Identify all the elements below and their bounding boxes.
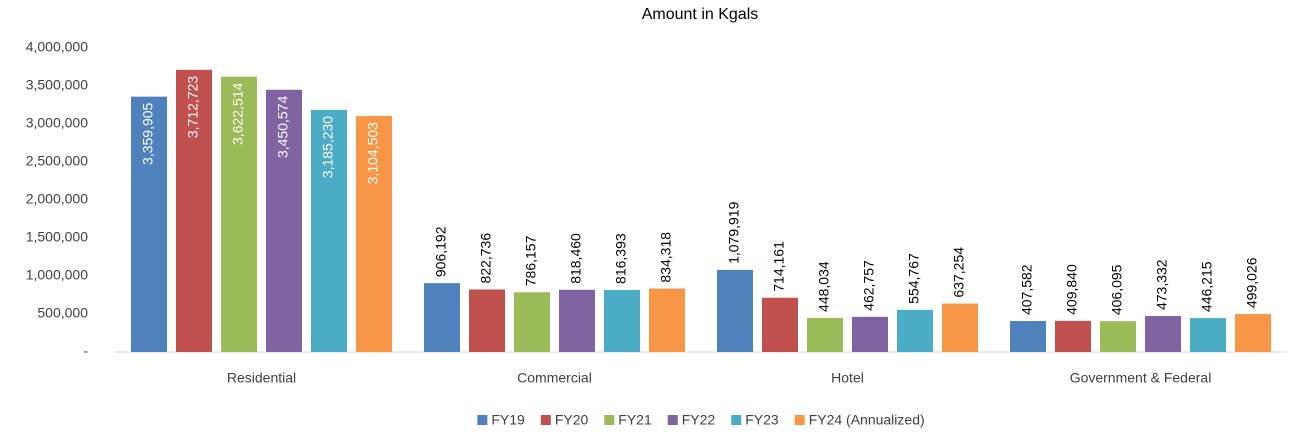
data-label: 786,157 bbox=[523, 235, 539, 286]
data-label: 906,192 bbox=[433, 226, 449, 277]
bar bbox=[1010, 321, 1046, 352]
chart-title: Amount in Kgals bbox=[642, 6, 759, 23]
y-tick-label: - bbox=[83, 343, 88, 359]
data-label: 409,840 bbox=[1064, 264, 1080, 315]
x-tick-label: Hotel bbox=[831, 370, 864, 386]
y-tick-label: 1,500,000 bbox=[26, 229, 88, 245]
x-tick-label: Commercial bbox=[517, 370, 592, 386]
data-label: 818,460 bbox=[568, 233, 584, 284]
data-label: 473,332 bbox=[1154, 259, 1170, 310]
bar bbox=[1145, 316, 1181, 352]
bar bbox=[559, 289, 595, 352]
bar bbox=[131, 96, 167, 352]
data-label: 554,767 bbox=[906, 253, 922, 304]
data-label: 462,757 bbox=[861, 260, 877, 311]
data-label: 3,359,905 bbox=[140, 102, 156, 164]
bar bbox=[897, 309, 933, 352]
data-label: 637,254 bbox=[951, 247, 967, 298]
legend-swatch bbox=[731, 415, 742, 425]
bar bbox=[852, 316, 888, 352]
bar bbox=[469, 289, 505, 352]
y-tick-label: 500,000 bbox=[37, 305, 88, 321]
bar bbox=[942, 303, 978, 352]
y-tick-label: 3,000,000 bbox=[26, 115, 88, 131]
y-tick-label: 2,500,000 bbox=[26, 153, 88, 169]
bar bbox=[514, 292, 550, 352]
y-tick-label: 2,000,000 bbox=[26, 191, 88, 207]
data-label: 406,095 bbox=[1109, 264, 1125, 315]
data-label: 448,034 bbox=[816, 261, 832, 312]
data-label: 3,185,230 bbox=[320, 116, 336, 178]
bar bbox=[1055, 320, 1091, 352]
data-label: 816,393 bbox=[613, 233, 629, 284]
data-label: 714,161 bbox=[771, 241, 787, 292]
bar bbox=[649, 288, 685, 352]
bar bbox=[1235, 314, 1271, 352]
data-label: 3,450,574 bbox=[275, 96, 291, 158]
data-label: 822,736 bbox=[478, 233, 494, 284]
legend-label: FY24 (Annualized) bbox=[809, 412, 925, 428]
data-label: 834,318 bbox=[658, 232, 674, 283]
legend-label: FY23 bbox=[745, 412, 779, 428]
legend-label: FY22 bbox=[682, 412, 716, 428]
x-tick-label: Residential bbox=[227, 370, 296, 386]
data-label: 1,079,919 bbox=[726, 201, 742, 263]
bar bbox=[717, 269, 753, 352]
legend-swatch bbox=[477, 415, 488, 425]
bar bbox=[1100, 321, 1136, 352]
y-tick-label: 3,500,000 bbox=[26, 77, 88, 93]
bar bbox=[807, 317, 843, 352]
bar bbox=[1190, 318, 1226, 352]
bar bbox=[356, 116, 392, 352]
bar bbox=[221, 76, 257, 352]
legend-label: FY20 bbox=[555, 412, 589, 428]
x-tick-label: Government & Federal bbox=[1070, 370, 1212, 386]
legend-swatch bbox=[794, 415, 805, 425]
data-label: 499,026 bbox=[1244, 257, 1260, 308]
data-label: 3,712,723 bbox=[185, 76, 201, 138]
bar bbox=[176, 69, 212, 352]
bar bbox=[604, 289, 640, 352]
legend-label: FY21 bbox=[618, 412, 652, 428]
y-tick-label: 1,000,000 bbox=[26, 267, 88, 283]
bar bbox=[311, 109, 347, 353]
data-label: 3,622,514 bbox=[230, 82, 246, 144]
bar bbox=[424, 283, 460, 352]
bar bbox=[266, 89, 302, 352]
bar bbox=[762, 297, 798, 352]
legend-swatch bbox=[604, 415, 615, 425]
legend-swatch bbox=[667, 415, 678, 425]
data-label: 3,104,503 bbox=[365, 122, 381, 184]
legend-swatch bbox=[540, 415, 551, 425]
data-label: 446,215 bbox=[1199, 261, 1215, 312]
legend-label: FY19 bbox=[491, 412, 525, 428]
y-tick-label: 4,000,000 bbox=[26, 39, 88, 55]
data-label: 407,582 bbox=[1019, 264, 1035, 315]
